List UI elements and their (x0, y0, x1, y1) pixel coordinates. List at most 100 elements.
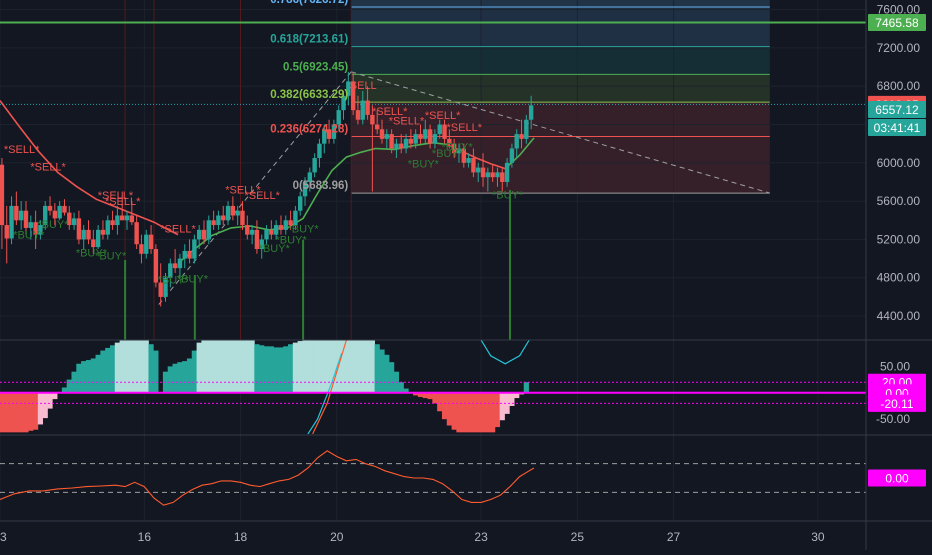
fib-zone-3 (351, 46, 770, 75)
candle-body-27 (129, 215, 135, 223)
candle-body-47 (225, 205, 231, 221)
histogram-bar-14 (71, 371, 77, 393)
histogram-bar-11 (52, 392, 58, 400)
histogram-bar-84 (417, 392, 424, 397)
histogram-bar-51 (254, 344, 260, 393)
histogram-bar-10 (47, 392, 53, 409)
candle-body-55 (264, 229, 269, 240)
oscillator-pane (0, 450, 866, 506)
candle-body-40 (192, 239, 197, 259)
candle-body-19 (91, 239, 96, 248)
histogram-bar-38 (191, 350, 197, 393)
candle-body-59 (283, 220, 288, 230)
price-axis-tick-4: 6000.00 (877, 156, 921, 170)
time-axis-tick-6: 27 (667, 530, 681, 544)
signal-buy-14: *BUY* (275, 234, 307, 246)
candle-body-67 (322, 129, 327, 144)
candle-body-65 (312, 158, 317, 173)
signal-buy-2: *BUY* (13, 229, 45, 241)
fib-zone-top (351, 0, 770, 8)
candle-body-88 (423, 129, 428, 139)
badge-histogram-level-2: -20.11 (880, 397, 913, 411)
histogram-bar-93 (461, 392, 467, 433)
candle-body-81 (389, 134, 394, 149)
fibonacci-zones (351, 0, 770, 194)
badge-countdown: 03:41:41 (874, 121, 921, 135)
badge-current-price-bg (868, 100, 926, 118)
candle-body-109 (524, 119, 529, 139)
price-axis-badges: 7465.586610.356557.1203:41:4120.000.00-2… (868, 13, 926, 487)
candle-body-79 (379, 129, 385, 139)
histogram-bar-0 (0, 392, 5, 433)
signal-buy-23: *BUY* (441, 141, 473, 153)
candle-body-103 (495, 172, 500, 178)
fibonacci-lines[interactable] (351, 6, 770, 194)
signal-labels: *SELL**SELL**BUY**BUY**BUY**BUY**SELL**S… (4, 80, 524, 286)
fib-zone-4 (351, 7, 770, 47)
histogram-bar-3 (13, 392, 19, 433)
candle-body-68 (326, 129, 332, 139)
histogram-bar-29 (143, 340, 149, 393)
histogram-bar-36 (182, 361, 188, 393)
time-axis[interactable]: 13 16 18 20 23 25 27 30 (0, 530, 825, 544)
histogram-bar-71 (350, 340, 356, 393)
price-axis-tick-1: 4800.00 (877, 271, 921, 285)
histogram-bar-31 (153, 350, 159, 393)
fib-level-label-0: 0(5683.96) (293, 180, 349, 192)
badge-oscillator: 0.00 (885, 472, 909, 486)
trend-line-down[interactable] (351, 71, 770, 194)
histogram-bar-20 (100, 350, 106, 393)
badge-oscillator-bg (868, 469, 926, 487)
histogram-bar-48 (239, 340, 246, 393)
signal-buy-4: *BUY* (76, 248, 108, 260)
badge-countdown-bg (868, 118, 926, 136)
candle-body-78 (374, 124, 380, 130)
candle-body-99 (476, 167, 481, 173)
histogram-bar-102 (504, 392, 510, 414)
signal-sell-19: *SELL* (425, 110, 461, 122)
signal-lines (124, 0, 511, 340)
histogram-bar-49 (244, 340, 250, 393)
trend-lines[interactable] (0, 21, 866, 305)
candle-body-38 (182, 250, 187, 259)
histogram-bar-6 (28, 392, 34, 431)
candle-body-43 (206, 220, 212, 240)
histogram-bar-27 (134, 340, 140, 393)
candle-body-17 (81, 229, 86, 240)
time-axis-tick-3: 20 (330, 530, 344, 544)
candle-body-58 (278, 225, 284, 230)
candle-body-97 (466, 158, 471, 163)
histogram-bar-85 (422, 392, 428, 399)
signal-buy-24: *BUY* (492, 189, 524, 201)
histogram-bar-100 (494, 392, 501, 428)
histogram-bar-65 (321, 340, 327, 393)
candle-body-22 (105, 220, 110, 235)
histogram-bar-15 (76, 363, 82, 393)
histogram-line-0 (480, 339, 530, 365)
histogram-bar-87 (432, 392, 438, 404)
candle-body-49 (235, 210, 240, 216)
histogram-bar-96 (475, 392, 481, 433)
signal-buy-3: *BUY* (37, 219, 69, 231)
candle-body-20 (95, 229, 101, 248)
candle-body-84 (403, 138, 409, 149)
candle-body-61 (293, 210, 298, 226)
histogram-bar-89 (441, 392, 448, 420)
histogram-bar-95 (470, 392, 477, 433)
candle-body-74 (355, 110, 361, 120)
signal-sell-17: *SELL* (372, 106, 408, 118)
histogram-bar-52 (259, 345, 265, 393)
candle-body-98 (471, 158, 476, 173)
price-axis-tick-8: 7600.00 (877, 3, 921, 17)
histogram-bar-46 (230, 340, 236, 393)
candle-body-46 (221, 215, 226, 221)
candle-body-72 (346, 81, 351, 96)
time-axis-tick-4: 23 (474, 530, 488, 544)
histogram-bar-86 (427, 392, 433, 400)
time-axis-tick-5: 25 (571, 530, 585, 544)
candle-body-6 (28, 222, 33, 228)
price-axis-tick-2: 5200.00 (877, 232, 921, 246)
